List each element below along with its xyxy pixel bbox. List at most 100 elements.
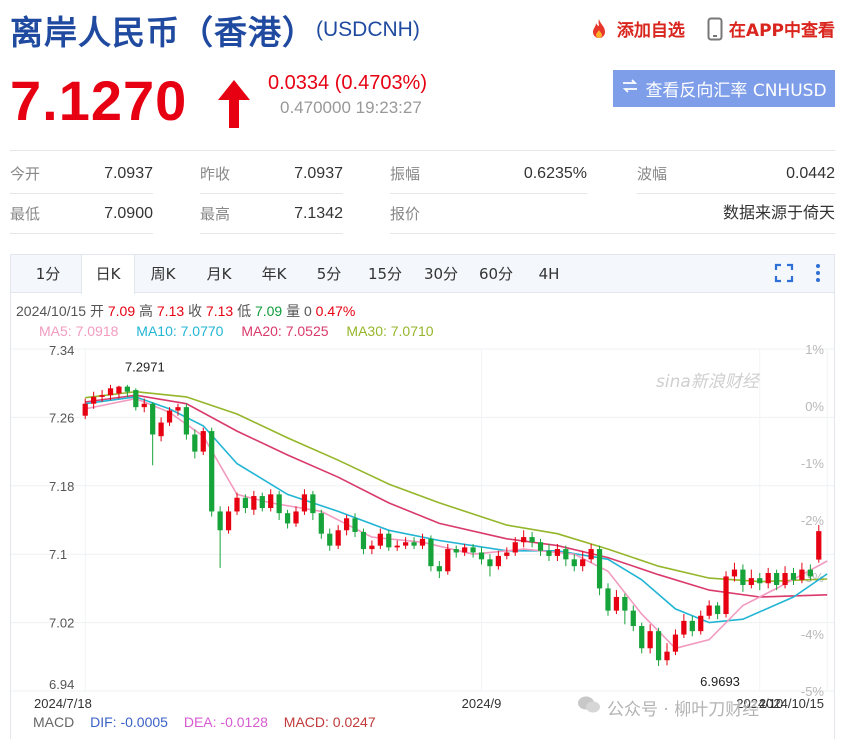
- candle: [521, 537, 527, 543]
- add-watchlist-label: 添加自选: [616, 21, 685, 41]
- candle: [276, 494, 282, 514]
- view-in-app-button[interactable]: 在APP中查看: [707, 16, 835, 41]
- stats-row: 最低 7.0900 最高 7.1342 报价 数据来源于倚天: [10, 194, 835, 234]
- tab-4[interactable]: 年K: [261, 265, 287, 283]
- candle: [436, 566, 442, 572]
- tab-6[interactable]: 15分: [367, 265, 403, 283]
- sina-logo-watermark: sina新浪财经: [656, 372, 761, 392]
- up-arrow-icon: [216, 78, 252, 135]
- candle: [99, 395, 105, 397]
- candle: [596, 549, 603, 589]
- macd-dea: DEA: -0.0128: [183, 714, 268, 730]
- candle: [571, 559, 577, 567]
- more-options-icon[interactable]: [814, 263, 822, 288]
- x-tick-label: 2024/9: [462, 696, 502, 711]
- symbol-code: (USDCNH): [316, 18, 420, 41]
- kline-chart-panel: 1分 日K 周K 月K 年K 5分 15分 30分 60分 4H 2024/10/15 开 7.0…: [10, 254, 835, 739]
- stat-quote: 报价 数据来源于倚天: [390, 194, 835, 234]
- candle: [495, 555, 501, 567]
- candle: [209, 431, 215, 512]
- candle: [537, 542, 544, 551]
- y-tick-label: 6.94: [49, 677, 74, 692]
- tab-7[interactable]: 30分: [423, 265, 459, 283]
- ma20-line: [85, 394, 828, 598]
- x-tick-label: 2024/10: [736, 696, 783, 711]
- candle: [327, 533, 333, 546]
- tab-8[interactable]: 60分: [478, 265, 514, 283]
- wechat-icon: [577, 695, 601, 720]
- tab-0[interactable]: 1分: [35, 265, 61, 283]
- candle: [681, 620, 687, 635]
- period-tabs: 1分 日K 周K 月K 年K 5分 15分 30分 60分 4H: [11, 255, 834, 294]
- candlestick-chart: 7.34 7.26 7.18 7.1 7.02 6.94 1% 0% -1% -2% -3% -4% -…: [11, 342, 834, 711]
- candle: [377, 533, 383, 546]
- stat-low: 最低 7.0900: [10, 194, 153, 234]
- tab-5[interactable]: 5分: [316, 265, 342, 283]
- wechat-watermark-text: 公众号 · 柳叶刀财经: [607, 700, 760, 720]
- tab-3[interactable]: 月K: [206, 265, 232, 283]
- price-row: 7.1270 0.0334 (0.4703%) 0.470000 19:23:2…: [10, 62, 835, 132]
- candle: [175, 407, 181, 411]
- candle: [335, 530, 341, 546]
- price-subinfo: 0.470000 19:23:27: [280, 98, 422, 117]
- price-change: 0.0334 (0.4703%): [268, 72, 428, 94]
- add-watchlist-button[interactable]: 添加自选: [587, 16, 685, 41]
- fullscreen-icon[interactable]: [774, 263, 794, 288]
- right-tick-label: -2%: [801, 513, 825, 528]
- candle: [748, 578, 754, 585]
- candle: [622, 596, 628, 611]
- stat-wave: 波幅 0.0442: [637, 154, 835, 194]
- right-tick-label: -4%: [801, 627, 825, 642]
- macd-dif: DIF: -0.0005: [90, 714, 168, 730]
- candle: [91, 396, 97, 404]
- candle: [672, 634, 679, 652]
- top-actions: 添加自选 在APP中查看: [587, 16, 835, 41]
- candle: [529, 537, 535, 543]
- candle: [580, 559, 586, 567]
- ma20-legend: MA20: 7.0525: [241, 323, 329, 339]
- tab-9[interactable]: 4H: [538, 265, 560, 283]
- candle: [411, 542, 417, 546]
- reverse-rate-button[interactable]: 查看反向汇率 CNHUSD: [613, 70, 835, 107]
- right-tick-label: -5%: [801, 684, 825, 699]
- wechat-watermark: 公众号 · 柳叶刀财经: [577, 695, 759, 720]
- x-tick-label: 2024/7/18: [34, 696, 92, 711]
- candle: [698, 615, 704, 632]
- candle: [470, 547, 476, 553]
- candle: [318, 513, 324, 534]
- candle: [217, 511, 223, 531]
- phone-icon: [707, 17, 723, 41]
- kline-open: 7.09: [107, 303, 136, 319]
- candle: [141, 403, 147, 408]
- candle: [116, 386, 122, 394]
- macd-title: MACD: [33, 714, 75, 730]
- candle: [714, 605, 721, 615]
- x-tick-label: 2024/10/15: [759, 696, 824, 711]
- candle: [647, 631, 653, 649]
- page-title: 离岸人民币（香港）: [10, 13, 316, 52]
- candle: [563, 549, 569, 560]
- right-tick-label: 1%: [805, 342, 824, 357]
- candle: [403, 542, 409, 546]
- tab-1[interactable]: 日K: [81, 255, 135, 294]
- candle: [504, 552, 510, 556]
- y-tick-label: 7.26: [49, 410, 74, 425]
- tab-2[interactable]: 周K: [150, 265, 176, 283]
- candle: [192, 434, 198, 452]
- kline-high: 7.13: [156, 303, 185, 319]
- candle: [82, 403, 88, 416]
- stat-amplitude: 振幅 0.6235%: [390, 154, 587, 194]
- candle: [765, 573, 771, 584]
- view-in-app-label: 在APP中查看: [728, 21, 835, 41]
- data-source-text: 数据来源于倚天: [722, 205, 835, 222]
- candle: [453, 549, 459, 553]
- extreme-value-label: 7.2971: [125, 360, 165, 375]
- stat-open: 今开 7.0937: [10, 154, 153, 194]
- candle: [360, 531, 367, 550]
- candle: [790, 573, 797, 580]
- candle: [605, 588, 611, 611]
- ma5-legend: MA5: 7.0918: [39, 323, 119, 339]
- candle: [158, 422, 164, 437]
- macd-legend: MACD DIF: -0.0005 DEA: -0.0128 MACD: 0.0…: [33, 714, 388, 730]
- stat-high: 最高 7.1342: [200, 194, 343, 234]
